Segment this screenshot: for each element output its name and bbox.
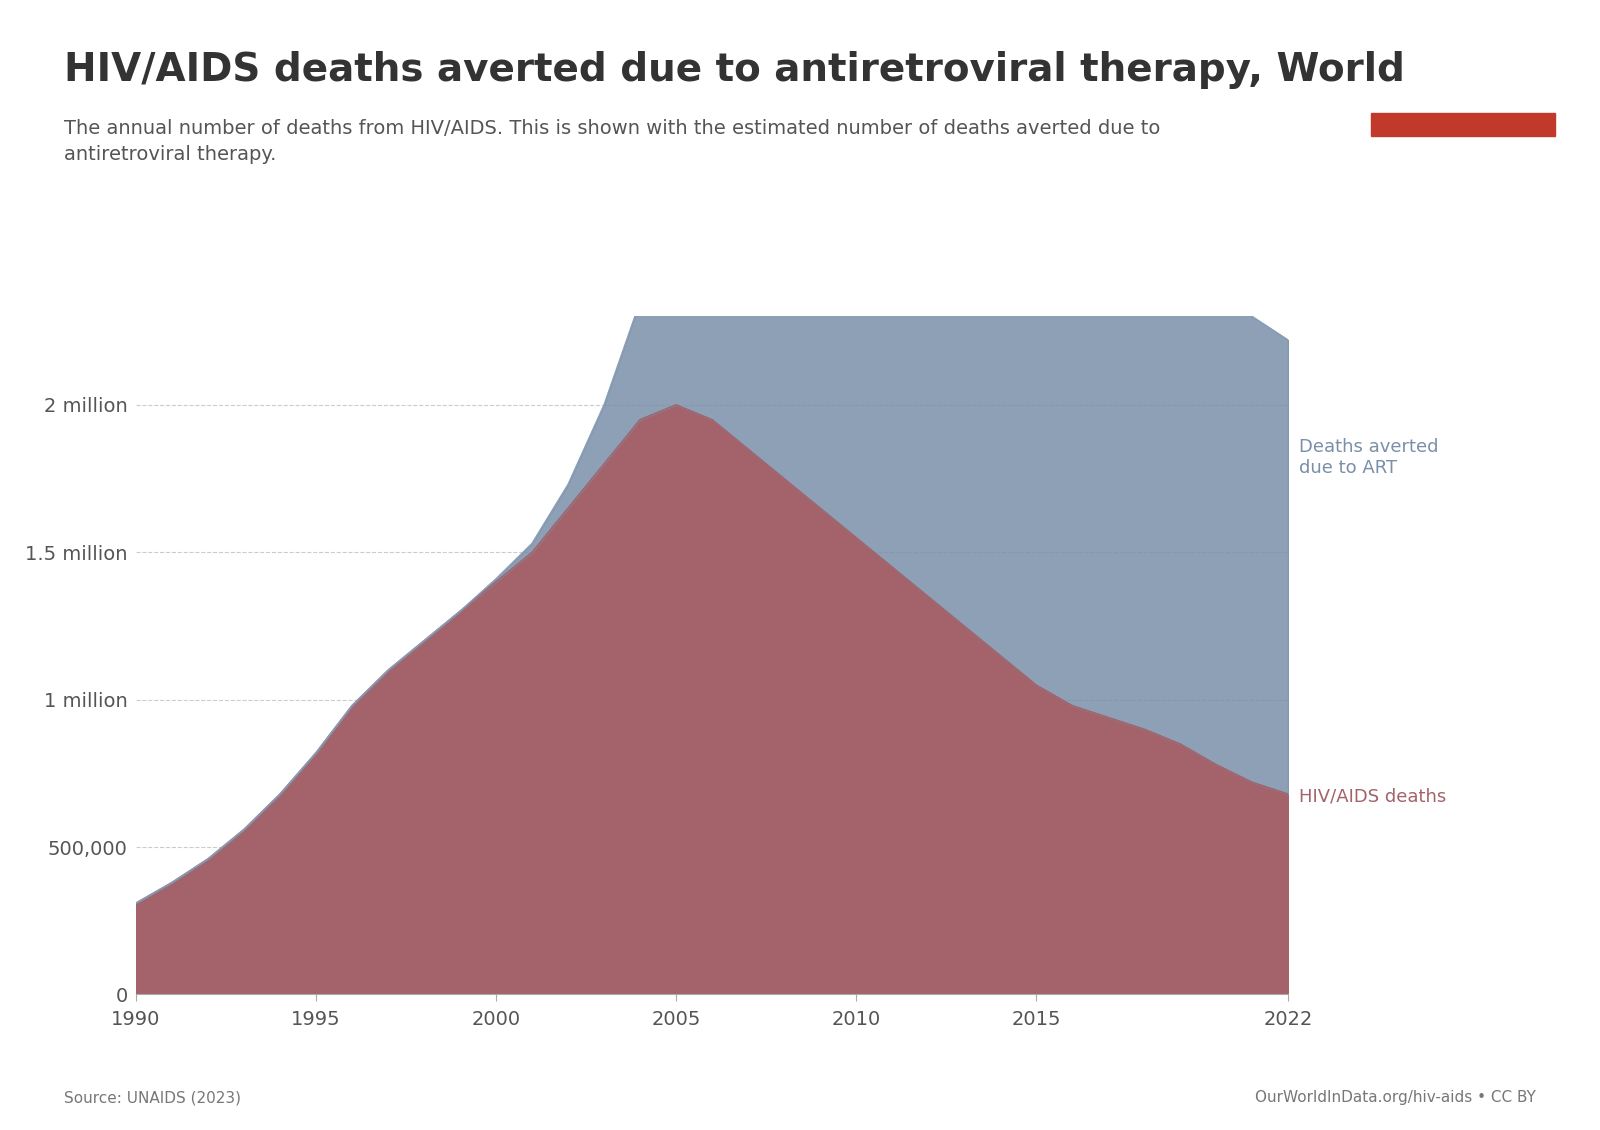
Text: The annual number of deaths from HIV/AIDS. This is shown with the estimated numb: The annual number of deaths from HIV/AID…	[64, 119, 1160, 164]
Text: Deaths averted
due to ART: Deaths averted due to ART	[1299, 438, 1438, 477]
Bar	[1371, 113, 1555, 136]
Text: HIV/AIDS deaths: HIV/AIDS deaths	[1299, 788, 1446, 806]
Text: in Data: in Data	[1432, 82, 1494, 98]
Text: Our World: Our World	[1419, 51, 1507, 67]
Text: Source: UNAIDS (2023): Source: UNAIDS (2023)	[64, 1090, 242, 1105]
Text: OurWorldInData.org/hiv-aids • CC BY: OurWorldInData.org/hiv-aids • CC BY	[1254, 1090, 1536, 1105]
Text: HIV/AIDS deaths averted due to antiretroviral therapy, World: HIV/AIDS deaths averted due to antiretro…	[64, 51, 1405, 89]
